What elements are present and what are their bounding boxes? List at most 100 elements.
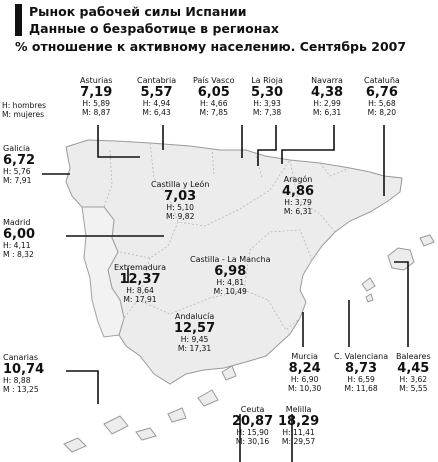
region-women: M: 5,55 [399, 383, 428, 393]
region-name: Melilla [285, 405, 312, 414]
region-total: 8,24 [288, 361, 321, 376]
region-andalucia: Andalucía 12,57 H: 9,45 M: 17,31 [174, 313, 215, 353]
region-men: H: 2,99 [313, 99, 341, 108]
region-la-rioja: La Rioja 5,30 H: 3,93 M: 7,38 [251, 77, 283, 117]
region-total: 4,86 [282, 184, 315, 199]
region-women: M: 10,30 [288, 383, 322, 393]
region-name: Cataluña [364, 76, 400, 85]
leader-la-rioja [257, 125, 277, 166]
region-men: H: 4,66 [199, 99, 228, 108]
region-women: M: 6,43 [142, 107, 171, 117]
formentera-shape [365, 293, 374, 303]
canary-island-4 [167, 407, 187, 423]
region-total: 7,19 [80, 85, 113, 100]
region-men: H: 4,81 [216, 278, 245, 287]
region-name: Castilla - La Mancha [190, 255, 271, 264]
region-men: H: 9,45 [180, 335, 209, 344]
region-men: H: 5,10 [166, 203, 194, 212]
mallorca-shape [387, 247, 415, 271]
region-name: Navarra [311, 76, 343, 85]
title-line-2: Данные о безработице в регионах [29, 21, 279, 36]
region-men: H: 11,41 [282, 428, 315, 437]
region-total: 4,38 [311, 85, 344, 100]
region-extremadura: Extremadura 12,37 H: 8,64 M: 17,91 [114, 264, 166, 304]
region-name: Asturias [80, 76, 113, 85]
region-total: 6,00 [3, 227, 36, 242]
region-name: Canarias [3, 353, 39, 362]
region-men: H: 3,79 [284, 198, 312, 207]
region-men: H: 3,62 [399, 375, 428, 384]
region-aragon: Aragón 4,86 H: 3,79 M: 6,31 [282, 176, 314, 216]
region-castilla-leon: Castilla y León 7,03 H: 5,10 M: 9,82 [151, 181, 209, 221]
region-women: M: 11,68 [344, 383, 378, 393]
region-men: H: 8,64 [126, 286, 154, 295]
region-baleares: Baleares 4,45 H: 3,62 M: 5,55 [396, 353, 431, 393]
region-c-valenciana: C. Valenciana 8,73 H: 6,59 M: 11,68 [334, 353, 388, 393]
region-name: Extremadura [114, 263, 166, 272]
region-total: 4,45 [397, 361, 430, 376]
region-men: H: 15,90 [236, 428, 269, 437]
legend-mujeres: M: mujeres [2, 109, 45, 119]
region-name: Baleares [396, 352, 431, 361]
region-women: M: 30,16 [235, 436, 270, 446]
region-canarias: Canarias 10,74 H: 8,88 M : 13,25 [3, 354, 44, 394]
region-women: M: 6,31 [312, 107, 342, 117]
region-men: H: 5,89 [82, 99, 111, 108]
title-line-3: % отношение к активному населению. Сентя… [15, 39, 407, 54]
region-total: 12,57 [174, 321, 216, 336]
region-total: 6,05 [197, 85, 230, 100]
region-men: H: 6,59 [347, 375, 375, 384]
region-name: Cantabria [137, 76, 177, 85]
leader-navarra [281, 125, 335, 164]
region-asturias: Asturias 7,19 H: 5,89 M: 8,87 [80, 77, 112, 117]
region-madrid: Madrid 6,00 H: 4,11 M : 8,32 [3, 219, 35, 259]
region-total: 6,72 [3, 153, 36, 168]
region-total: 5,30 [251, 85, 284, 100]
region-name: Murcia [291, 352, 318, 361]
region-name: Aragón [283, 175, 313, 184]
title-accent-bar [15, 4, 22, 36]
region-women: M: 17,31 [177, 343, 212, 353]
region-men: H: 3,93 [253, 99, 281, 108]
region-murcia: Murcia 8,24 H: 6,90 M: 10,30 [288, 353, 321, 393]
region-melilla: Melilla 18,29 H: 11,41 M: 29,57 [278, 406, 319, 446]
ibiza-shape [361, 277, 376, 292]
region-women: M: 7,91 [3, 175, 32, 185]
region-total: 7,03 [164, 189, 197, 204]
region-men: H: 5,68 [368, 99, 396, 108]
region-women: M: 8,87 [82, 107, 111, 117]
region-total: 8,73 [345, 361, 378, 376]
region-men: H: 5,76 [3, 167, 31, 176]
region-total: 6,98 [214, 264, 247, 279]
region-men: H: 4,11 [3, 241, 31, 250]
region-total: 5,57 [140, 85, 173, 100]
region-women: M : 13,25 [3, 384, 39, 394]
title-line-1: Рынок рабочей силы Испании [29, 4, 247, 19]
legend: H: hombres M: mujeres [2, 101, 46, 119]
region-cantabria: Cantabria 5,57 H: 4,94 M: 6,43 [137, 77, 176, 117]
leader-baleares [394, 261, 409, 347]
region-women: M: 8,20 [367, 107, 397, 117]
region-women: M: 17,91 [123, 294, 157, 304]
portugal-shape [81, 206, 125, 338]
region-women: M: 10,49 [213, 286, 247, 296]
legend-hombres: H: hombres [2, 101, 46, 110]
region-name: Ceuta [240, 405, 265, 414]
region-men: H: 4,94 [142, 99, 171, 108]
region-castilla-la-mancha: Castilla - La Mancha 6,98 H: 4,81 M: 10,… [190, 256, 270, 296]
menorca-shape [419, 234, 435, 247]
region-total: 6,76 [365, 85, 398, 100]
canary-island-3 [135, 427, 157, 441]
region-pais-vasco: País Vasco 6,05 H: 4,66 M: 7,85 [193, 77, 235, 117]
region-total: 12,37 [119, 272, 161, 287]
region-total: 20,87 [232, 414, 274, 429]
region-galicia: Galicia 6,72 H: 5,76 M: 7,91 [3, 145, 35, 185]
leader-canarias [66, 370, 99, 404]
region-cataluna: Cataluña 6,76 H: 5,68 M: 8,20 [364, 77, 400, 117]
region-name: Madrid [3, 218, 31, 227]
region-name: Castilla y León [151, 180, 210, 189]
region-name: C. Valenciana [334, 352, 389, 361]
canary-island-5 [197, 389, 219, 407]
